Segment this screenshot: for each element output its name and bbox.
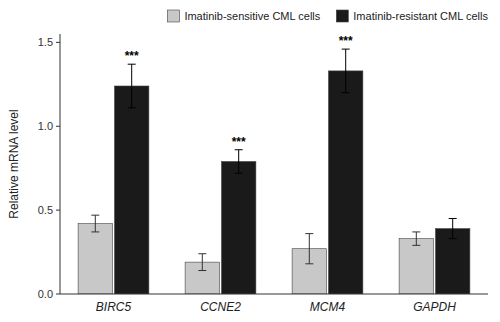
- bar: [78, 224, 112, 294]
- y-tick-label: 1.0: [38, 120, 53, 132]
- error-cap: [128, 64, 136, 65]
- error-cap: [91, 215, 99, 216]
- error-bar: [342, 49, 350, 93]
- y-tick: [56, 126, 60, 127]
- error-line: [309, 234, 310, 264]
- bar: [436, 229, 470, 294]
- error-bar: [449, 219, 457, 239]
- y-tick: [56, 210, 60, 211]
- bar: [115, 86, 149, 294]
- error-cap: [128, 107, 136, 108]
- error-cap: [412, 245, 420, 246]
- error-cap: [449, 238, 457, 239]
- x-tick-label: BIRC5: [96, 300, 132, 314]
- error-cap: [342, 92, 350, 93]
- chart: 0.0 0.5 1.0 1.5 BIRC5 CCNE2 MCM4 GAPDH Relative …: [0, 0, 500, 322]
- error-cap: [305, 233, 313, 234]
- legend-label: Imatinib-sensitive CML cells: [184, 10, 320, 22]
- annotation: ***: [339, 34, 353, 48]
- y-tick-label: 0.0: [38, 288, 53, 300]
- error-bar: [91, 215, 99, 232]
- legend-swatch: [167, 10, 179, 22]
- x-tick-label: GAPDH: [413, 300, 456, 314]
- x-axis-line: [60, 294, 488, 295]
- error-cap: [412, 231, 420, 232]
- legend-label: Imatinib-resistant CML cells: [353, 10, 488, 22]
- annotation: ***: [232, 135, 246, 149]
- error-cap: [235, 173, 243, 174]
- marks: [78, 49, 470, 294]
- error-cap: [198, 270, 206, 271]
- error-line: [202, 254, 203, 271]
- error-line: [452, 219, 453, 239]
- error-line: [95, 215, 96, 232]
- x-tick-label: CCNE2: [200, 300, 241, 314]
- y-tick-label: 0.5: [38, 204, 53, 216]
- error-bar: [305, 234, 313, 264]
- error-bar: [412, 232, 420, 245]
- legend: Imatinib-resistant CML cells Imatinib-sen…: [167, 10, 488, 22]
- y-tick: [56, 294, 60, 295]
- bar: [222, 161, 256, 294]
- error-cap: [449, 218, 457, 219]
- y-tick-label: 1.5: [38, 36, 53, 48]
- error-bar: [128, 64, 136, 108]
- error-cap: [91, 231, 99, 232]
- error-line: [131, 64, 132, 108]
- error-cap: [342, 49, 350, 50]
- bar: [329, 71, 363, 294]
- y-tick: [56, 42, 60, 43]
- error-line: [345, 49, 346, 93]
- error-cap: [235, 149, 243, 150]
- error-cap: [198, 253, 206, 254]
- error-line: [238, 150, 239, 173]
- error-cap: [305, 263, 313, 264]
- error-line: [416, 232, 417, 245]
- annotation: ***: [125, 49, 139, 63]
- legend-swatch: [336, 10, 348, 22]
- y-axis-line: [60, 34, 61, 294]
- error-bar: [235, 150, 243, 173]
- bar: [399, 239, 433, 294]
- error-bar: [198, 254, 206, 271]
- y-axis-label: Relative mRNA level: [7, 109, 21, 218]
- x-tick-label: MCM4: [310, 300, 346, 314]
